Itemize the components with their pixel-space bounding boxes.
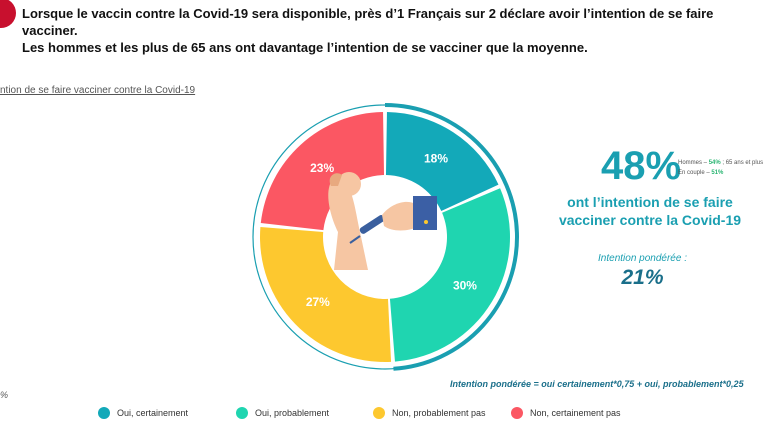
legend-swatch xyxy=(236,407,248,419)
slice-data-label: 27% xyxy=(306,295,330,309)
legend-swatch xyxy=(98,407,110,419)
weighted-intention-value: 21% xyxy=(621,266,664,289)
intention-description: ont l’intention de se faire vacciner con… xyxy=(558,194,742,228)
donut-slice xyxy=(385,112,499,212)
legend-label: Oui, certainement xyxy=(117,408,189,418)
footnote-stub: % xyxy=(0,390,9,400)
legend-item: Non, probablement pas xyxy=(373,407,486,419)
weighted-intention-label: Intention pondérée : xyxy=(598,253,687,264)
vaccination-illustration xyxy=(328,172,437,270)
legend-swatch xyxy=(511,407,523,419)
slice-data-label: 30% xyxy=(453,278,477,292)
chart-subtitle: ntion de se faire vacciner contre la Cov… xyxy=(0,85,196,96)
legend-item: Oui, probablement xyxy=(236,407,329,419)
header-line-2: Les hommes et les plus de 65 ans ont dav… xyxy=(22,40,588,55)
side-note-line-2: En couple – 51% xyxy=(678,170,724,176)
legend-label: Oui, probablement xyxy=(255,408,330,418)
legend-item: Non, certainement pas xyxy=(511,407,621,419)
donut-slice xyxy=(260,226,392,362)
donut-slice xyxy=(389,188,511,362)
legend-item: Oui, certainement xyxy=(98,407,188,419)
donut-slice xyxy=(260,112,385,231)
legend-label: Non, certainement pas xyxy=(530,408,621,418)
brand-logo xyxy=(0,0,16,28)
slice-data-label: 18% xyxy=(424,152,448,166)
header-line-1: Lorsque le vaccin contre la Covid-19 ser… xyxy=(22,6,714,38)
page-header: Lorsque le vaccin contre la Covid-19 ser… xyxy=(22,5,762,56)
legend-swatch xyxy=(373,407,385,419)
legend-label: Non, probablement pas xyxy=(392,408,486,418)
side-breakdown-note: Hommes – 54% ; 65 ans et plus En couple … xyxy=(678,158,763,178)
weighted-formula: Intention pondérée = oui certainement*0,… xyxy=(450,379,744,389)
chart-legend: Oui, certainement Oui, probablement Non,… xyxy=(0,407,767,425)
side-note-line-1: Hommes – 54% ; 65 ans et plus xyxy=(678,160,764,166)
intention-percentage: 48% xyxy=(601,144,682,188)
slice-data-label: 23% xyxy=(310,161,334,175)
outer-thin-ring xyxy=(252,104,518,370)
